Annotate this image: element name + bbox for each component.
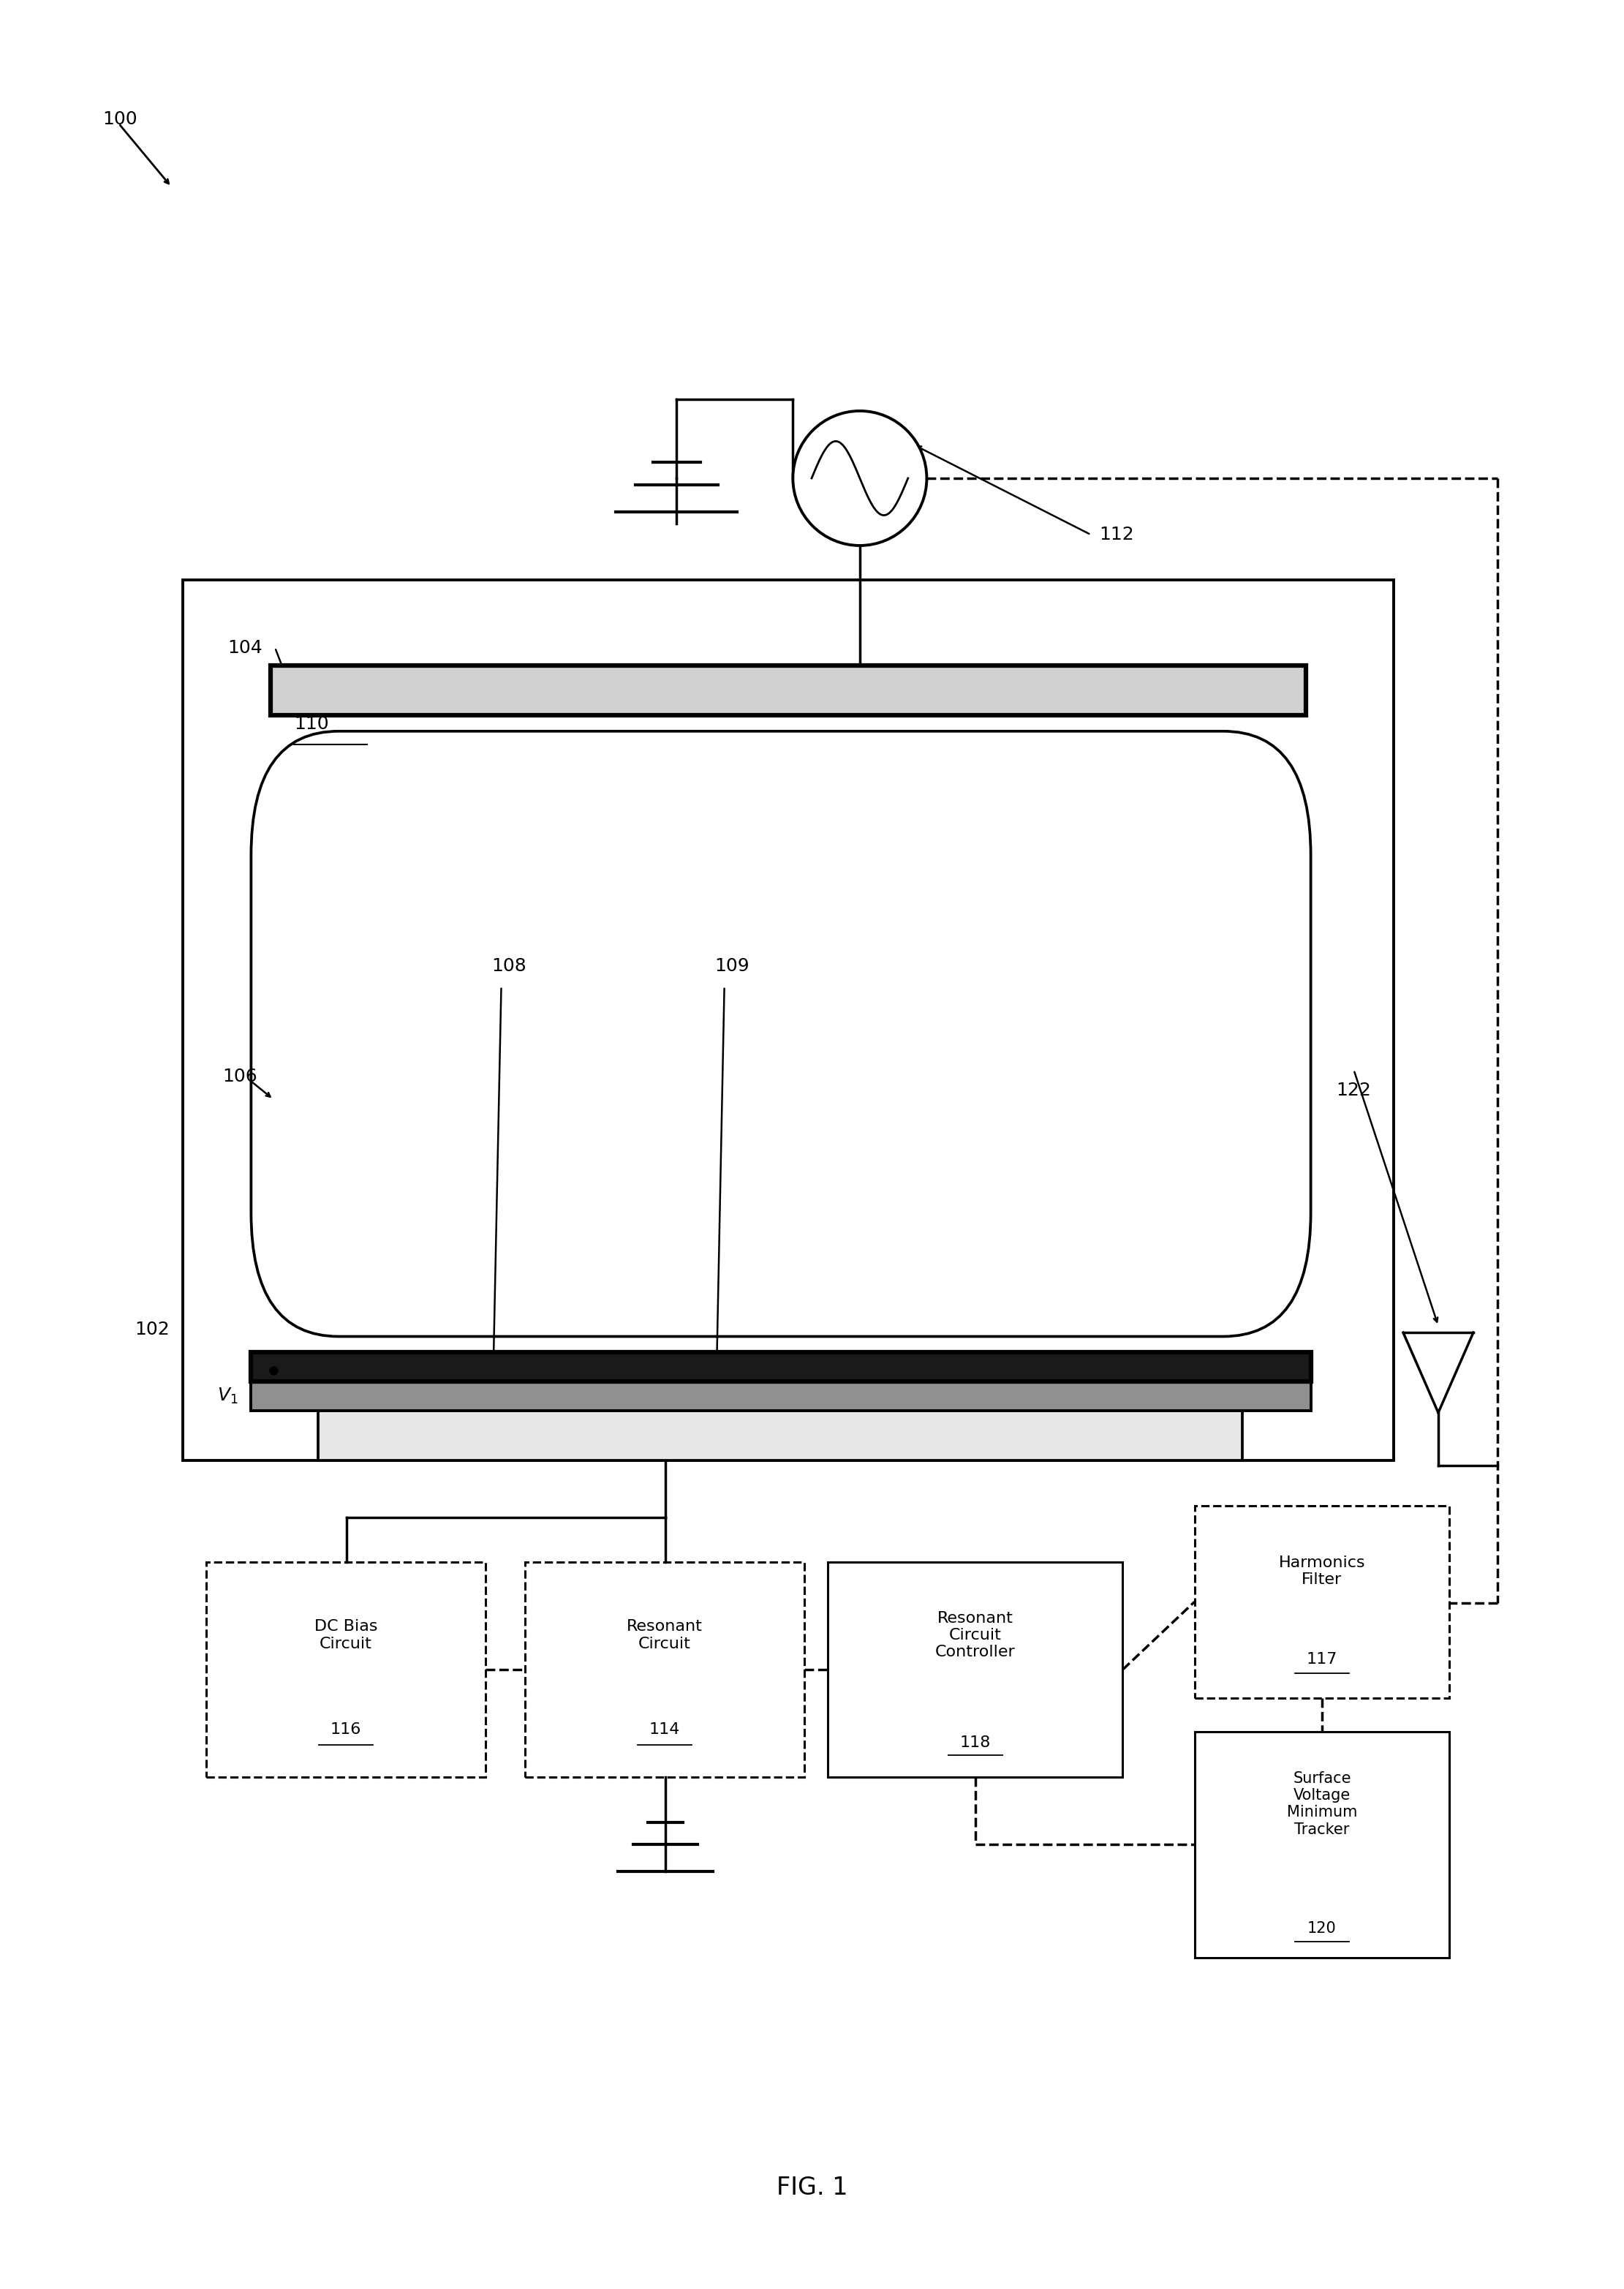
Text: 122: 122 xyxy=(1337,1080,1371,1099)
Text: Resonant
Circuit: Resonant Circuit xyxy=(627,1621,703,1650)
Text: 116: 116 xyxy=(330,1721,362,1737)
Bar xyxy=(270,666,1306,716)
Text: FIG. 1: FIG. 1 xyxy=(776,2177,848,2200)
Text: Surface
Voltage
Minimum
Tracker: Surface Voltage Minimum Tracker xyxy=(1286,1772,1358,1836)
Text: $V_1$: $V_1$ xyxy=(218,1387,239,1405)
Text: 110: 110 xyxy=(294,716,330,732)
Text: 114: 114 xyxy=(650,1721,680,1737)
Bar xyxy=(318,1410,1242,1460)
Text: Resonant
Circuit
Controller: Resonant Circuit Controller xyxy=(935,1611,1015,1660)
Bar xyxy=(182,579,1393,1460)
Text: 109: 109 xyxy=(715,957,750,975)
Text: 112: 112 xyxy=(1099,526,1134,542)
Bar xyxy=(252,1353,1311,1383)
Text: 120: 120 xyxy=(1307,1920,1337,1936)
Bar xyxy=(206,1563,486,1776)
Bar xyxy=(828,1563,1122,1776)
Text: 106: 106 xyxy=(222,1069,257,1085)
FancyBboxPatch shape xyxy=(252,730,1311,1337)
Text: 100: 100 xyxy=(102,110,138,128)
Bar xyxy=(525,1563,804,1776)
Bar xyxy=(1194,1506,1449,1698)
Text: Harmonics
Filter: Harmonics Filter xyxy=(1278,1554,1366,1586)
Ellipse shape xyxy=(793,412,927,545)
Text: 102: 102 xyxy=(135,1321,169,1339)
Text: 117: 117 xyxy=(1306,1653,1338,1666)
Text: 108: 108 xyxy=(492,957,526,975)
Bar xyxy=(252,1383,1311,1410)
Text: DC Bias
Circuit: DC Bias Circuit xyxy=(315,1621,377,1650)
Text: 104: 104 xyxy=(227,639,261,657)
Bar xyxy=(1194,1733,1449,1957)
Text: 118: 118 xyxy=(960,1735,991,1749)
